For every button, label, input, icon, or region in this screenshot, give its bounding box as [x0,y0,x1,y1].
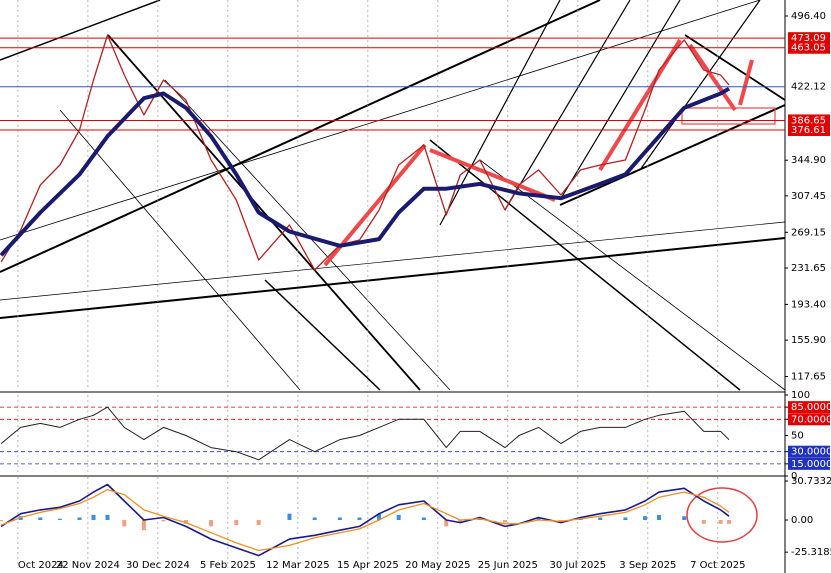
arrow [688,43,737,112]
histogram-bar [377,513,382,521]
y-tick-label: 15.0000 [791,459,831,470]
y-tick-label: 70.0000 [791,414,831,425]
series-line [0,406,730,461]
arrow [429,148,556,202]
y-tick-label: 30.7332 [791,476,831,487]
histogram-bar [357,517,362,521]
price-label: 463.05 [791,43,826,54]
level-label-box [788,413,830,426]
trendline [0,237,786,319]
histogram-bar [727,520,732,524]
y-tick-label: 0 [791,471,797,482]
y-tick-label: 117.65 [791,372,826,383]
y-tick-label: 100 [791,390,810,401]
arrow [738,59,754,106]
histogram-bar [312,517,317,521]
histogram-bar [682,516,687,521]
y-tick-label: -25.3185 [791,547,831,558]
histogram-bar [718,520,723,524]
x-tick-label: 3 Sep 2025 [619,560,676,571]
y-tick-label: 193.40 [791,299,826,310]
trendline [684,34,786,101]
x-tick-label: 12 Mar 2025 [266,560,329,571]
y-tick-label: 50 [791,431,804,442]
histogram-bar [234,520,239,526]
histogram-bar [421,517,426,521]
histogram-bar [536,517,541,521]
x-tick-label: 30 Dec 2024 [126,560,190,571]
histogram-bar [503,520,508,523]
histogram-bar [57,518,62,521]
x-tick-label: 25 Jun 2025 [478,560,538,571]
histogram-bar [91,514,96,521]
series-line [0,34,730,271]
trendline [0,221,786,301]
histogram-bar [0,520,4,522]
trendline [0,0,601,273]
histogram-bar [458,520,463,523]
x-tick-label: 22 Nov 2024 [56,560,120,571]
y-tick-label: 344.90 [791,155,826,166]
histogram-bar [209,520,214,527]
y-tick-label: 231.65 [791,263,826,274]
histogram-bar [77,517,82,521]
histogram-bar [701,520,706,524]
series-line [0,483,730,557]
level-label-box [788,401,830,414]
trendline [559,0,681,201]
histogram-bar [623,517,628,521]
x-tick-label: 15 Apr 2025 [337,560,399,571]
y-tick-label: 30.0000 [791,447,831,458]
histogram-bar [161,520,166,522]
trendline [429,139,741,391]
price-label-box [788,32,830,45]
annotation-arrows [323,38,776,267]
trendline [264,279,381,391]
level-label-box [788,457,830,470]
histogram-bar [287,513,292,521]
y-tick-label: 155.90 [791,335,826,346]
histogram-bar [643,516,648,521]
trendline [504,0,631,211]
price-label-box [788,124,830,137]
x-tick-label: 30 Jul 2025 [550,560,607,571]
histogram-bar [657,514,662,521]
histogram-bar [256,520,261,526]
trendline [59,109,301,391]
series-line [0,488,730,552]
trendline [639,0,761,171]
trendline [479,159,786,391]
y-tick-label: 496.40 [791,11,826,22]
price-label: 422.12 [791,82,826,93]
level-label-box [788,445,830,458]
histogram-bar [141,520,146,531]
price-label-box [788,114,830,127]
y-tick-label: 85.0000 [791,402,831,413]
y-tick-label: 0.00 [791,515,813,526]
histogram-bar [122,520,127,527]
histogram-bar [444,520,449,527]
histogram-bar [396,514,401,521]
series-line [0,86,730,257]
trendline [559,104,786,206]
histogram-bar [105,514,110,521]
x-tick-label: Oct 2024 [18,560,64,571]
trendline [0,0,161,61]
price-label-box [788,41,830,54]
price-label: 376.61 [791,125,826,136]
y-tick-label: 307.45 [791,191,826,202]
price-label: 473.09 [791,33,826,44]
histogram-bar [598,517,603,521]
y-tick-label: 269.15 [791,227,826,238]
histogram-bar [38,517,43,521]
price-label: 386.65 [791,115,826,126]
annotation-ellipse [686,487,758,543]
target-box [681,107,776,125]
x-tick-label: 7 Oct 2025 [690,560,745,571]
x-tick-label: 5 Feb 2025 [200,560,256,571]
histogram-bar [337,517,342,521]
x-tick-label: 20 May 2025 [405,560,470,571]
